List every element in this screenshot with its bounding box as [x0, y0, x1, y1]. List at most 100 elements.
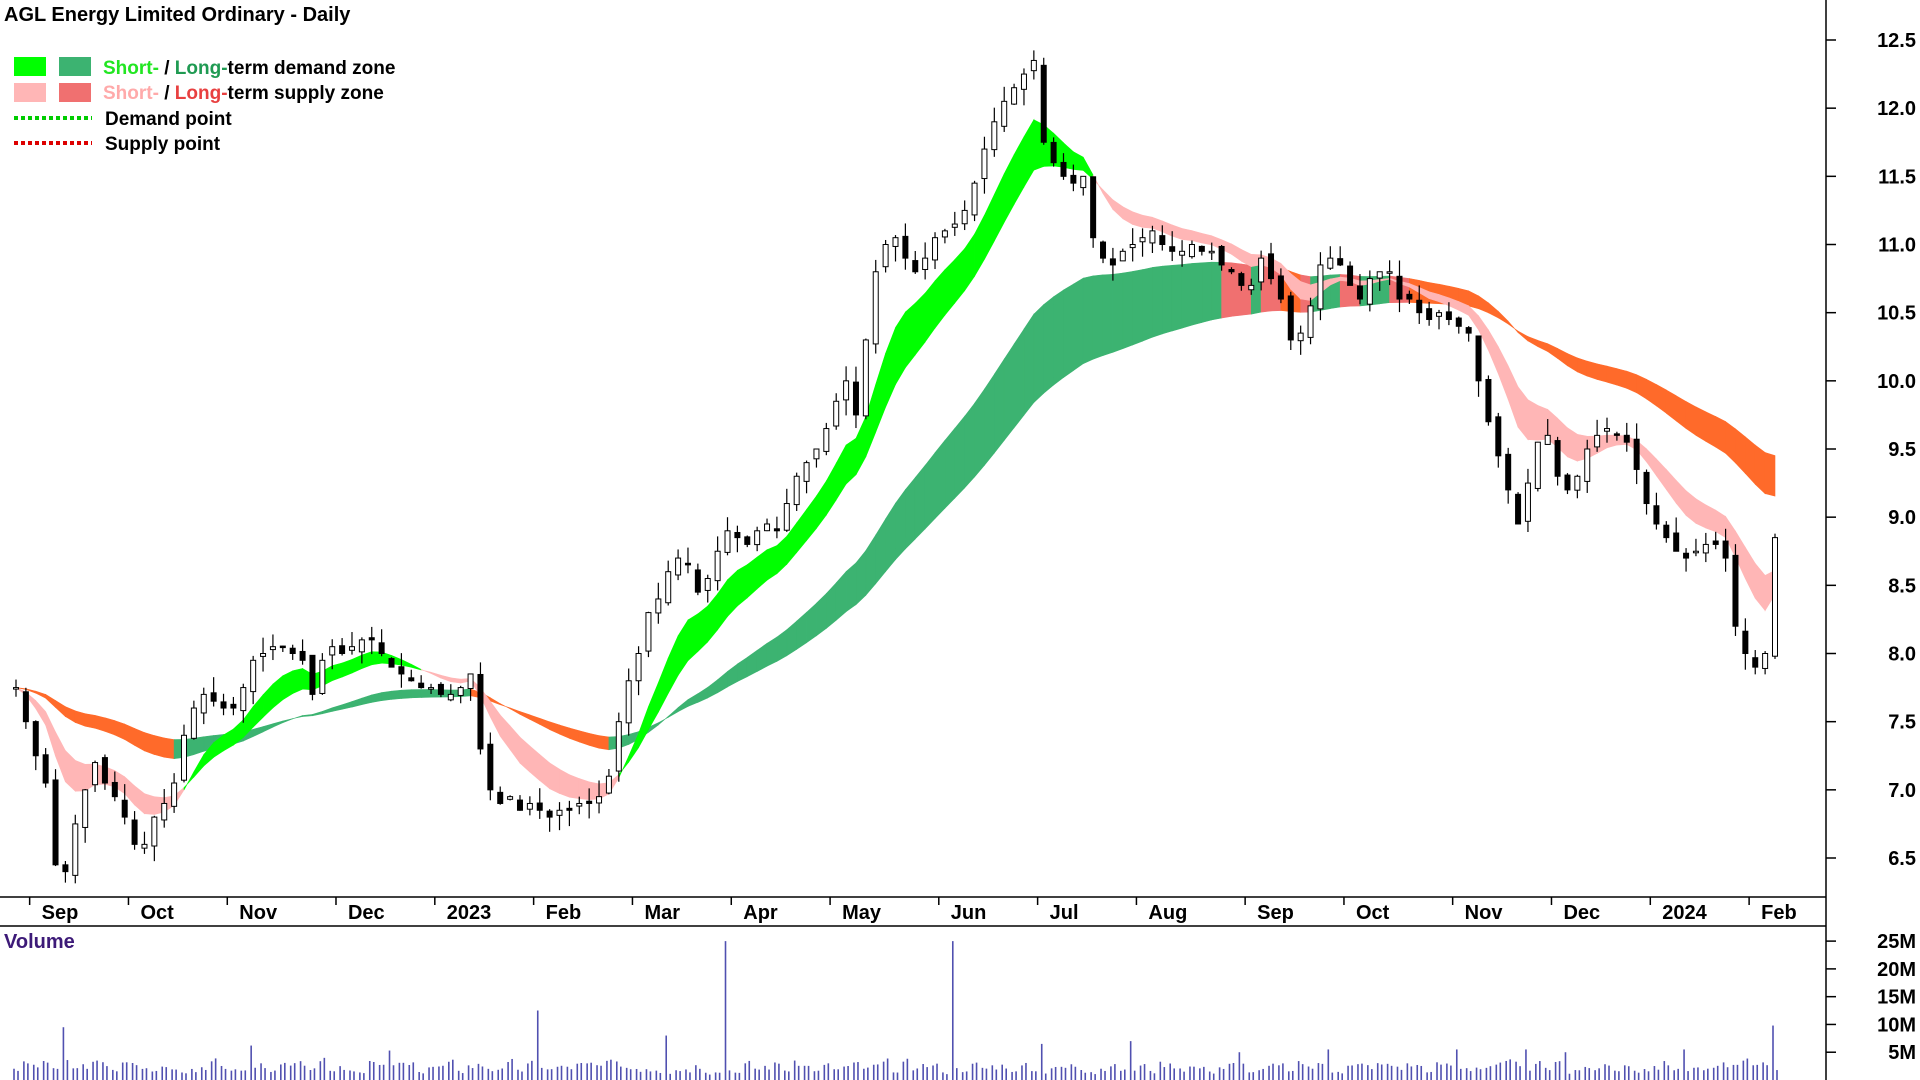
candle-body [1149, 230, 1156, 244]
short-term-zone-segment [499, 714, 511, 751]
short-term-zone-segment [1112, 199, 1124, 220]
short-term-zone-segment [667, 635, 679, 694]
legend-demand-zone: Short- / Long-term demand zone [103, 58, 395, 79]
short-term-zone-segment [687, 613, 699, 662]
candle-body [22, 691, 29, 723]
candle-body [1100, 241, 1107, 259]
candle-body [1445, 311, 1452, 320]
candle-body [1208, 250, 1215, 254]
short-term-zone-segment [420, 668, 432, 674]
candle-body [180, 734, 187, 781]
candle-body [744, 536, 751, 545]
long-term-zone-segment [1636, 374, 1647, 400]
short-term-zone-segment [578, 778, 590, 801]
long-term-zone-segment [845, 562, 857, 613]
short-term-zone-segment [885, 327, 896, 408]
candle-body [240, 687, 247, 712]
short-term-zone-segment [1122, 206, 1133, 225]
candle-body [1268, 253, 1275, 280]
y-tick-label: 8.5 [1888, 575, 1916, 597]
long-term-zone-segment [1498, 310, 1509, 325]
y-tick-label: 10.5 [1877, 303, 1916, 325]
long-term-zone-segment [381, 690, 392, 701]
short-term-zone-segment [45, 711, 56, 757]
long-term-zone-segment [737, 656, 748, 683]
long-term-zone-segment [1626, 370, 1637, 394]
legend-swatch-short-demand [14, 57, 46, 76]
candle-body [1692, 550, 1699, 554]
short-term-zone-segment [490, 700, 501, 737]
long-term-zone-segment [371, 692, 382, 703]
x-tick-label: Jul [1050, 902, 1079, 924]
short-term-zone-segment [1527, 399, 1539, 441]
long-term-zone-segment [865, 534, 877, 597]
short-term-zone-segment [895, 311, 906, 386]
long-term-zone-segment [1023, 313, 1035, 417]
short-term-zone-segment [1073, 151, 1084, 171]
long-term-zone-segment [1063, 283, 1074, 379]
candle-body [1406, 293, 1413, 300]
candle-body [1366, 278, 1373, 305]
long-term-zone-segment [687, 693, 699, 707]
candle-body [1277, 275, 1284, 300]
candle-body [141, 843, 148, 849]
candle-body [823, 428, 830, 452]
candle-body [1554, 440, 1561, 477]
candle-body [1070, 174, 1077, 184]
long-term-zone-segment [885, 502, 896, 573]
short-term-zone-segment [954, 247, 965, 304]
short-term-zone-segment [697, 605, 709, 653]
candle-body [1584, 448, 1591, 482]
candle-body [1426, 308, 1433, 320]
x-tick-label: Sep [42, 902, 79, 924]
long-term-zone-segment [1013, 328, 1025, 429]
short-term-zone-segment [707, 592, 718, 643]
long-term-zone-segment [163, 737, 175, 760]
y-tick-label: 6.5 [1888, 848, 1916, 870]
short-term-zone-segment [984, 194, 995, 260]
short-term-zone-segment [331, 662, 343, 682]
long-term-zone-segment [1191, 262, 1203, 326]
x-tick-label: 2024 [1662, 902, 1707, 924]
short-term-zone-segment [223, 728, 234, 752]
short-term-zone-segment [401, 659, 412, 668]
short-term-zone-segment [1468, 305, 1479, 331]
candle-body [783, 503, 790, 531]
long-term-zone-segment [984, 373, 995, 467]
candle-body [437, 683, 444, 695]
candle-body [1001, 100, 1008, 127]
short-term-zone-segment [569, 774, 580, 799]
long-term-zone-segment [410, 689, 422, 699]
candle-body [1159, 235, 1166, 245]
long-term-zone-segment [1507, 320, 1519, 334]
long-term-zone-segment [341, 701, 353, 710]
candle-body [813, 448, 820, 460]
candle-body [1505, 453, 1512, 491]
long-term-zone-segment [262, 723, 274, 733]
short-term-zone-segment [1171, 224, 1183, 240]
candle-body [1485, 378, 1492, 423]
long-term-zone-segment [806, 602, 817, 644]
candle-body [250, 659, 257, 693]
short-term-zone-segment [361, 651, 373, 670]
candle-body [428, 687, 435, 690]
long-term-zone-segment [1053, 289, 1064, 386]
short-term-zone-segment [677, 619, 689, 677]
candle-body [922, 257, 929, 270]
x-tick-label: Nov [1465, 902, 1504, 924]
short-term-zone-segment [440, 674, 452, 683]
short-term-zone-segment [855, 416, 867, 475]
candle-body [1653, 505, 1660, 525]
long-term-zone-segment [252, 726, 264, 737]
short-term-zone-segment [74, 759, 86, 792]
candle-body [655, 598, 662, 614]
candle-body [1109, 258, 1116, 266]
long-term-zone-segment [529, 714, 541, 725]
candle-body [714, 550, 721, 582]
long-term-zone-segment [391, 689, 402, 700]
candle-body [862, 339, 869, 417]
candle-body [1742, 630, 1749, 654]
short-term-zone-segment [1606, 434, 1618, 449]
long-term-zone-segment [134, 727, 145, 752]
candle-body [457, 687, 464, 696]
